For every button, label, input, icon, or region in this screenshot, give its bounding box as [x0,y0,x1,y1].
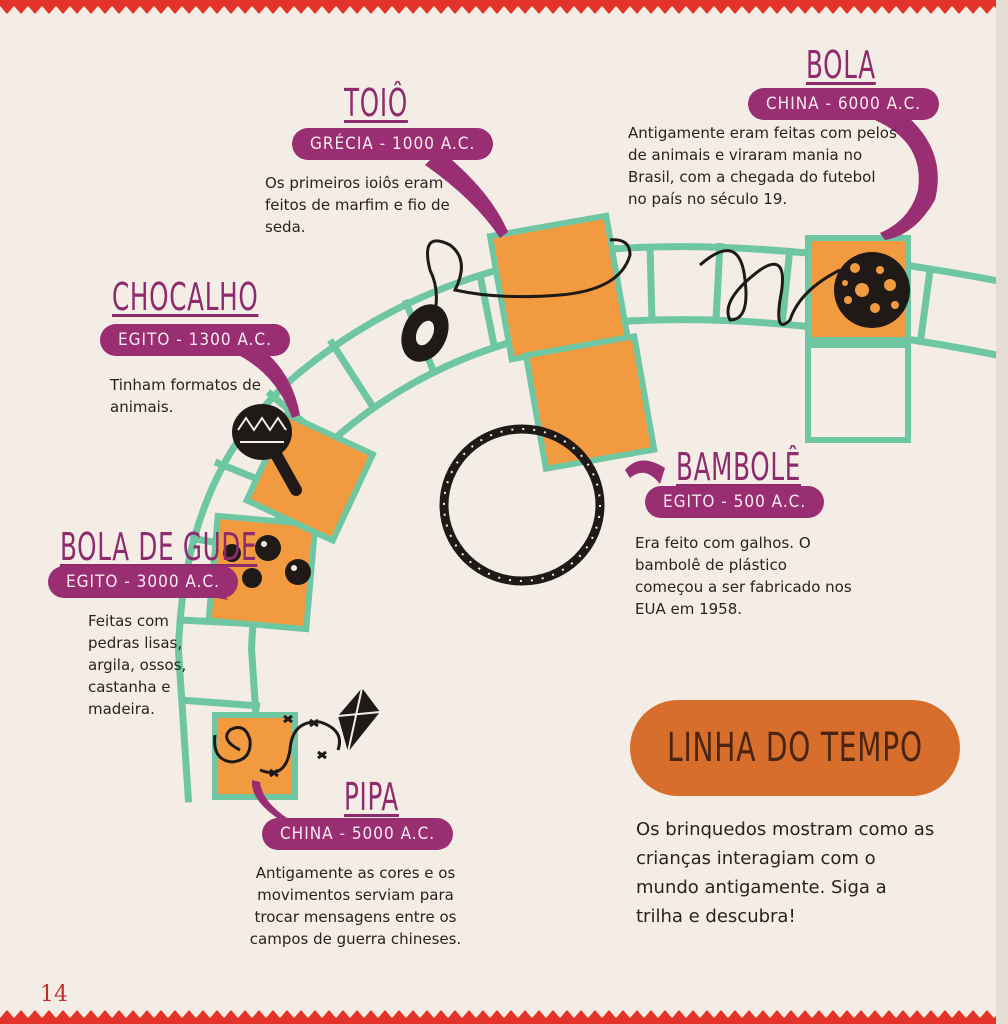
item-tag-chocalho: EGITO - 1300 A.C. [100,324,290,357]
page-edge [996,0,1008,1024]
bottom-zigzag-border [0,1010,1008,1024]
item-tag-bola: CHINA - 6000 A.C. [748,88,940,121]
intro-text: Os brinquedos mostram como as crianças i… [636,819,935,927]
rattle-icon [232,404,302,496]
hoop-icon [439,424,605,586]
header-box: LINHA DO TEMPO [630,700,960,796]
item-tag-ioio: GRÉCIA - 1000 A.C. [292,128,494,161]
item-text-pipa: Antigamente as cores e os movimentos ser… [249,864,462,948]
page-number: 14 [40,982,68,1007]
extra-tile-bola [805,342,911,443]
item-text-bambole: Era feito com galhos. O bambolê de plást… [635,534,852,618]
top-zigzag-border [0,0,1008,14]
page-title: LINHA DO TEMPO [667,725,923,771]
item-title-bola: BOLA [806,43,876,87]
yoyo-icon [401,238,632,362]
ball-icon [699,249,910,328]
kite-icon [213,687,381,778]
orange-tiles [205,212,911,800]
item-tag-pipa: CHINA - 5000 A.C. [262,818,454,851]
item-tag-bola-de-gude: EGITO - 3000 A.C. [48,566,238,599]
item-title-ioio: TOIÔ [344,81,408,125]
item-text-ioio: Os primeiros ioiôs eram feitos de marfim… [265,174,450,236]
item-text-bola: Antigamente eram feitas com pelos de ani… [628,124,897,208]
item-title-pipa: PIPA [344,775,399,819]
item-text-bola-de-gude: Feitas com pedras lisas, argila, ossos, … [88,612,187,718]
item-title-bola-de-gude: BOLA DE GUDE [60,525,258,569]
item-text-chocalho: Tinham formatos de animais. [110,376,262,416]
marbles-icon [223,535,311,588]
item-title-chocalho: CHOCALHO [112,275,259,319]
item-title-bambole: BAMBOLÊ [676,445,802,489]
item-tag-bambole: EGITO - 500 A.C. [645,486,825,519]
